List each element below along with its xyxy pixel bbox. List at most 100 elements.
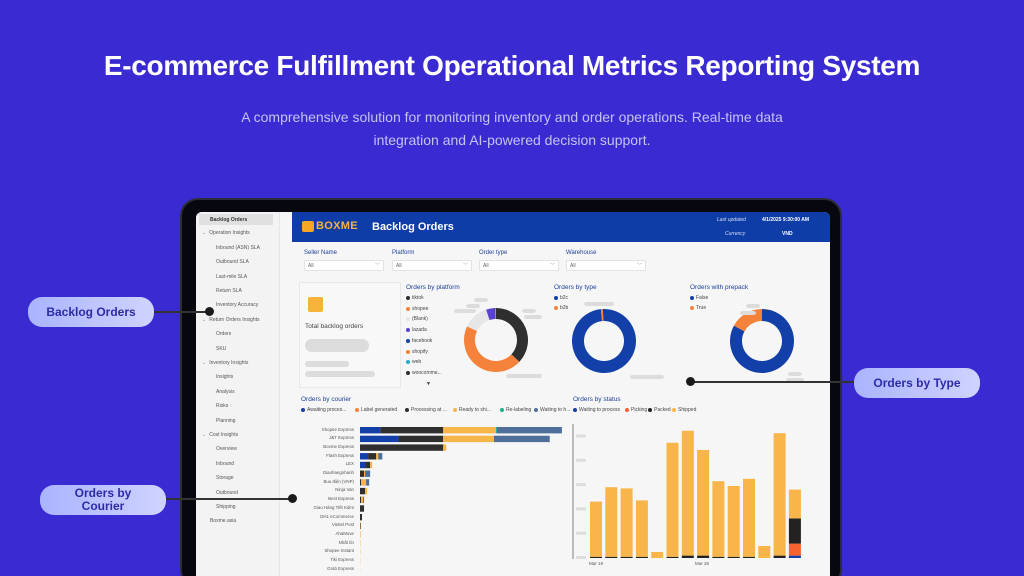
courier-bar-segment[interactable] <box>443 444 447 451</box>
donut-slice[interactable] <box>494 308 496 320</box>
legend-item[interactable]: Label generated <box>355 407 397 413</box>
status-bar-segment[interactable] <box>697 450 710 556</box>
legend-item[interactable]: Picking <box>625 407 647 413</box>
donut-slice[interactable] <box>496 308 528 362</box>
sidebar-item[interactable]: Inventory Accuracy <box>216 302 258 308</box>
sidebar-item[interactable]: Orders <box>216 331 231 337</box>
legend-item[interactable]: web <box>406 359 421 365</box>
sidebar-item[interactable]: ⌄ Cost Insights <box>202 432 238 438</box>
legend-item[interactable]: Waiting to h... <box>534 407 570 413</box>
sidebar-item[interactable]: Overview <box>216 446 237 452</box>
courier-bar-segment[interactable] <box>443 435 494 443</box>
courier-bar-segment[interactable] <box>376 453 379 460</box>
courier-bar-segment[interactable] <box>398 435 444 443</box>
sidebar-item[interactable]: SKU <box>216 346 226 352</box>
donut-slice[interactable] <box>600 309 604 322</box>
sidebar-item[interactable]: Boxme.asia <box>210 518 236 524</box>
legend-scroll-icon[interactable]: ▼ <box>426 381 431 387</box>
status-bar-segment[interactable] <box>773 433 786 556</box>
courier-bar-segment[interactable] <box>360 514 363 521</box>
status-bar-segment[interactable] <box>635 556 648 558</box>
donut-slice[interactable] <box>730 309 794 373</box>
status-bar-segment[interactable] <box>712 481 725 557</box>
legend-item[interactable]: Ready to shi... <box>453 407 491 413</box>
status-bar-segment[interactable] <box>590 556 602 558</box>
courier-bar-segment[interactable] <box>361 496 364 503</box>
sidebar-item[interactable]: Planning <box>216 418 235 424</box>
sidebar-item[interactable]: Storage <box>216 475 234 481</box>
courier-bar-segment[interactable] <box>443 427 496 434</box>
status-bar-segment[interactable] <box>666 556 679 558</box>
status-bar-segment[interactable] <box>605 556 618 558</box>
donut-slice[interactable] <box>572 309 636 373</box>
courier-bar-segment[interactable] <box>360 435 399 443</box>
donut-slice[interactable] <box>493 308 496 320</box>
courier-bar-segment[interactable] <box>360 479 362 486</box>
donut-slice[interactable] <box>464 326 520 372</box>
status-bar-segment[interactable] <box>697 555 710 558</box>
legend-item[interactable]: tiktok <box>406 295 424 301</box>
status-bar-segment[interactable] <box>666 442 679 557</box>
sidebar-item[interactable]: Backlog Orders <box>199 214 273 225</box>
sidebar-item[interactable]: Risks <box>216 403 228 409</box>
legend-item[interactable]: Awaiting proces... <box>301 407 346 413</box>
courier-bar-segment[interactable] <box>368 453 377 460</box>
status-bar-segment[interactable] <box>681 555 694 558</box>
courier-bar-segment[interactable] <box>495 427 497 434</box>
courier-bar-segment[interactable] <box>364 470 366 477</box>
courier-bar-segment[interactable] <box>360 444 444 451</box>
legend-item[interactable]: Shipped <box>672 407 696 413</box>
scrollbar[interactable] <box>572 424 574 559</box>
sidebar-item[interactable]: Outbound <box>216 490 238 496</box>
courier-bar-segment[interactable] <box>360 470 365 477</box>
courier-bar-segment[interactable] <box>365 461 371 469</box>
status-bar-segment[interactable] <box>788 543 801 556</box>
courier-bar-segment[interactable] <box>360 522 362 530</box>
sidebar-item[interactable]: ⌄ Return Orders Insights <box>202 317 260 323</box>
legend-item[interactable]: shopee <box>406 306 428 312</box>
courier-bar-segment[interactable] <box>366 479 370 486</box>
donut-slice[interactable] <box>467 309 490 332</box>
status-bar-segment[interactable] <box>620 488 633 557</box>
legend-item[interactable]: facebook <box>406 338 432 344</box>
status-bar-segment[interactable] <box>712 556 725 558</box>
courier-bar-segment[interactable] <box>360 427 381 434</box>
sidebar-item[interactable]: Insights <box>216 374 233 380</box>
sidebar-item[interactable]: Outbound SLA <box>216 259 249 265</box>
legend-item[interactable]: True <box>690 305 706 311</box>
courier-bar-segment[interactable] <box>360 531 361 538</box>
legend-item[interactable]: lazada <box>406 327 427 333</box>
courier-bar-segment[interactable] <box>360 487 366 495</box>
chevron-down-icon[interactable]: ⌄ <box>202 360 207 366</box>
courier-bar-segment[interactable] <box>361 479 367 486</box>
status-bar-segment[interactable] <box>743 556 755 558</box>
courier-bar-segment[interactable] <box>360 496 362 503</box>
legend-item[interactable]: False <box>690 295 708 301</box>
legend-item[interactable]: b2b <box>554 305 568 311</box>
legend-item[interactable]: b2c <box>554 295 568 301</box>
courier-bar-segment[interactable] <box>365 487 368 495</box>
courier-bar-segment[interactable] <box>378 453 383 460</box>
sidebar-item[interactable]: Last-mile SLA <box>216 274 247 280</box>
sidebar-item[interactable]: Analysis <box>216 389 235 395</box>
legend-item[interactable]: Packed <box>648 407 671 413</box>
chevron-down-icon[interactable]: ⌄ <box>202 316 207 323</box>
sidebar-item[interactable]: Shipping <box>216 504 235 510</box>
courier-bar-segment[interactable] <box>365 470 371 477</box>
chevron-down-icon[interactable]: ⌄ <box>202 230 207 237</box>
legend-item[interactable]: shopify <box>406 349 428 355</box>
platform-dropdown[interactable]: All ﹀ <box>392 260 472 271</box>
status-bar-segment[interactable] <box>651 552 664 558</box>
courier-bar-segment[interactable] <box>360 505 365 512</box>
status-bar-segment[interactable] <box>620 556 633 558</box>
legend-item[interactable]: (Blank) <box>406 316 428 322</box>
courier-bar-segment[interactable] <box>363 496 365 503</box>
courier-bar-segment[interactable] <box>370 461 373 469</box>
legend-item[interactable]: Re-labeling <box>500 407 531 413</box>
order-type-dropdown[interactable]: All ﹀ <box>479 260 559 271</box>
status-bar-segment[interactable] <box>788 518 801 544</box>
status-bar-segment[interactable] <box>727 556 740 558</box>
legend-item[interactable]: woocomme... <box>406 370 442 376</box>
status-bar-segment[interactable] <box>788 555 801 558</box>
donut-slice[interactable] <box>486 308 495 321</box>
